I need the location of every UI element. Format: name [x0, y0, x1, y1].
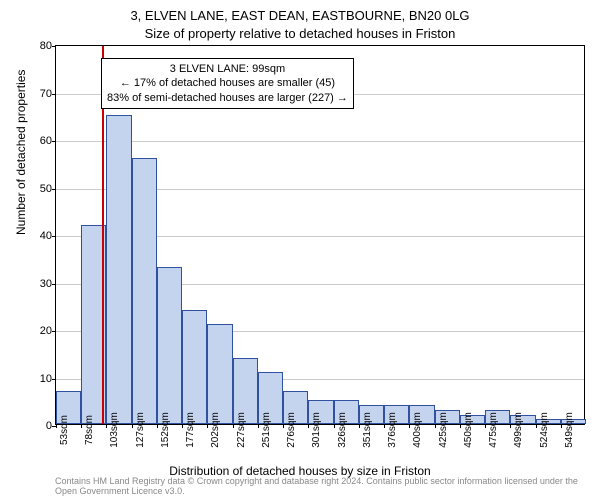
- x-tick-label: 127sqm: [135, 412, 146, 448]
- x-tick-mark: [485, 424, 486, 428]
- y-tick-label: 80: [40, 40, 52, 52]
- annotation-line-2: ← 17% of detached houses are smaller (45…: [107, 76, 348, 90]
- x-tick-mark: [207, 424, 208, 428]
- x-tick-label: 425sqm: [438, 412, 449, 448]
- x-tick-mark: [409, 424, 410, 428]
- chart-container: 3, ELVEN LANE, EAST DEAN, EASTBOURNE, BN…: [0, 0, 600, 500]
- chart-title-address: 3, ELVEN LANE, EAST DEAN, EASTBOURNE, BN…: [0, 8, 600, 23]
- histogram-bar: [132, 158, 157, 424]
- histogram-bar: [157, 267, 182, 424]
- x-tick-mark: [106, 424, 107, 428]
- x-tick-label: 251sqm: [261, 412, 272, 448]
- y-tick-mark: [52, 189, 56, 190]
- annotation-line-1: 3 ELVEN LANE: 99sqm: [107, 62, 348, 76]
- histogram-bar: [207, 324, 232, 424]
- x-tick-label: 450sqm: [463, 412, 474, 448]
- x-tick-mark: [460, 424, 461, 428]
- x-tick-label: 53sqm: [59, 415, 70, 445]
- x-tick-label: 276sqm: [286, 412, 297, 448]
- x-tick-mark: [56, 424, 57, 428]
- y-tick-mark: [52, 331, 56, 332]
- y-tick-label: 0: [46, 420, 52, 432]
- x-tick-label: 326sqm: [337, 412, 348, 448]
- y-tick-mark: [52, 236, 56, 237]
- x-tick-label: 177sqm: [185, 412, 196, 448]
- x-tick-label: 549sqm: [564, 412, 575, 448]
- x-tick-mark: [536, 424, 537, 428]
- x-tick-mark: [81, 424, 82, 428]
- x-tick-mark: [510, 424, 511, 428]
- x-tick-label: 301sqm: [311, 412, 322, 448]
- x-tick-label: 152sqm: [160, 412, 171, 448]
- x-tick-mark: [561, 424, 562, 428]
- x-tick-label: 351sqm: [362, 412, 373, 448]
- gridline: [56, 141, 584, 142]
- plot-area: 0102030405060708053sqm78sqm103sqm127sqm1…: [55, 45, 585, 425]
- x-tick-label: 227sqm: [236, 412, 247, 448]
- y-tick-mark: [52, 94, 56, 95]
- x-tick-label: 524sqm: [539, 412, 550, 448]
- x-tick-mark: [132, 424, 133, 428]
- y-tick-label: 10: [40, 373, 52, 385]
- y-tick-label: 20: [40, 325, 52, 337]
- y-tick-label: 30: [40, 278, 52, 290]
- histogram-bar: [182, 310, 207, 424]
- x-tick-mark: [334, 424, 335, 428]
- annotation-box: 3 ELVEN LANE: 99sqm ← 17% of detached ho…: [101, 58, 354, 109]
- y-tick-mark: [52, 141, 56, 142]
- y-tick-label: 50: [40, 183, 52, 195]
- y-tick-mark: [52, 379, 56, 380]
- x-tick-mark: [233, 424, 234, 428]
- annotation-line-3: 83% of semi-detached houses are larger (…: [107, 91, 348, 105]
- x-tick-label: 78sqm: [84, 415, 95, 445]
- x-tick-label: 475sqm: [488, 412, 499, 448]
- x-tick-mark: [283, 424, 284, 428]
- y-tick-label: 60: [40, 135, 52, 147]
- y-axis-label: Number of detached properties: [14, 70, 28, 235]
- x-tick-mark: [435, 424, 436, 428]
- x-tick-label: 202sqm: [210, 412, 221, 448]
- x-tick-mark: [157, 424, 158, 428]
- x-tick-label: 499sqm: [513, 412, 524, 448]
- y-tick-mark: [52, 46, 56, 47]
- x-tick-label: 103sqm: [109, 412, 120, 448]
- x-tick-label: 400sqm: [412, 412, 423, 448]
- y-tick-label: 40: [40, 230, 52, 242]
- y-tick-mark: [52, 284, 56, 285]
- histogram-bar: [106, 115, 131, 424]
- credit-text: Contains HM Land Registry data © Crown c…: [55, 477, 585, 497]
- x-tick-label: 376sqm: [387, 412, 398, 448]
- x-tick-mark: [359, 424, 360, 428]
- y-tick-label: 70: [40, 88, 52, 100]
- x-tick-mark: [384, 424, 385, 428]
- x-tick-mark: [182, 424, 183, 428]
- chart-subtitle: Size of property relative to detached ho…: [0, 26, 600, 41]
- x-tick-mark: [308, 424, 309, 428]
- x-tick-mark: [258, 424, 259, 428]
